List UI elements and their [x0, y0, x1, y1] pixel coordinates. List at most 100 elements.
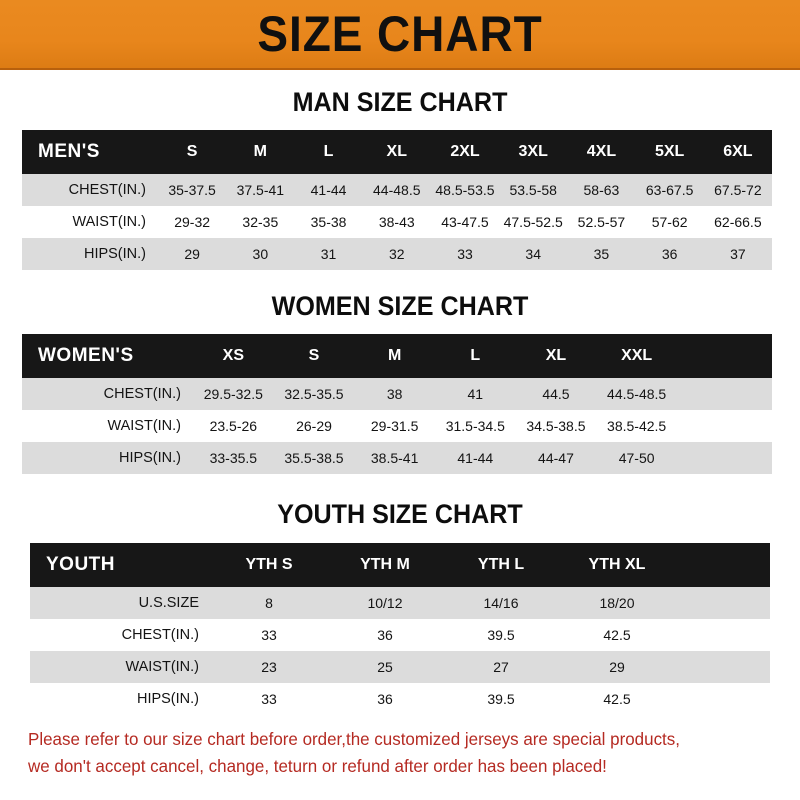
women-col-m: M	[387, 347, 402, 364]
man-chest-5xl: 63-67.5	[645, 182, 694, 198]
youth-filler-cell	[675, 683, 770, 715]
youth-col-m: YTH M	[360, 556, 410, 573]
table-row: WAIST(IN.) 23 25 27 29	[30, 651, 770, 683]
women-hips-s: 35.5-38.5	[284, 450, 344, 466]
man-waist-xl: 38-43	[378, 214, 415, 230]
man-waist-s: 29-32	[174, 214, 211, 230]
man-waist-label: WAIST(IN.)	[72, 214, 146, 230]
women-waist-label: WAIST(IN.)	[107, 418, 181, 434]
women-waist-m: 29-31.5	[370, 418, 419, 434]
youth-hips-l: 39.5	[487, 691, 515, 707]
women-waist-l: 31.5-34.5	[445, 418, 505, 434]
youth-section-title: YOUTH SIZE CHART	[277, 499, 523, 529]
women-table-header: WOMEN'S XS S M L XL XXL	[22, 334, 772, 378]
man-col-s: S	[186, 143, 198, 160]
women-waist-s: 26-29	[296, 418, 332, 434]
man-section-title: MAN SIZE CHART	[292, 87, 508, 117]
women-header-row: WOMEN'S XS S M L XL XXL	[22, 334, 772, 378]
man-size-table: MEN'S S M L XL 2XL 3XL 4XL 5XL 6XL CHEST…	[22, 130, 772, 270]
table-row: WAIST(IN.) 23.5-26 26-29 29-31.5 31.5-34…	[22, 410, 772, 442]
women-chest-s: 32.5-35.5	[284, 386, 344, 402]
women-chest-xs: 29.5-32.5	[203, 386, 263, 402]
women-filler-cell	[677, 334, 772, 378]
youth-chest-m: 36	[377, 627, 393, 643]
man-chest-2xl: 48.5-53.5	[435, 182, 495, 198]
man-chest-4xl: 58-63	[583, 182, 620, 198]
youth-chest-xl: 42.5	[603, 627, 631, 643]
table-row: CHEST(IN.) 29.5-32.5 32.5-35.5 38 41 44.…	[22, 378, 772, 410]
youth-hips-s: 33	[261, 691, 277, 707]
women-chest-label: CHEST(IN.)	[103, 386, 181, 402]
man-chest-m: 37.5-41	[236, 182, 285, 198]
man-col-2xl: 2XL	[450, 143, 480, 160]
table-row: HIPS(IN.) 33 36 39.5 42.5	[30, 683, 770, 715]
youth-col-l: YTH L	[477, 556, 525, 573]
youth-ussize-label: U.S.SIZE	[138, 595, 199, 611]
man-hips-xl: 32	[388, 246, 405, 262]
man-col-xl: XL	[386, 143, 407, 160]
women-col-xl: XL	[545, 347, 567, 364]
man-col-3xl: 3XL	[518, 143, 548, 160]
man-waist-6xl: 62-66.5	[714, 214, 762, 230]
women-col-s: S	[308, 347, 320, 364]
youth-filler-cell	[675, 587, 770, 619]
man-waist-3xl: 47.5-52.5	[503, 214, 563, 230]
women-size-table: WOMEN'S XS S M L XL XXL CHEST(IN.) 29.5-…	[22, 334, 772, 474]
youth-hips-label: HIPS(IN.)	[136, 691, 199, 707]
women-table-body: CHEST(IN.) 29.5-32.5 32.5-35.5 38 41 44.…	[22, 378, 772, 474]
man-hips-5xl: 36	[661, 246, 678, 262]
women-hips-xl: 44-47	[538, 450, 574, 466]
table-row: CHEST(IN.) 33 36 39.5 42.5	[30, 619, 770, 651]
man-chest-xl: 44-48.5	[373, 182, 421, 198]
man-waist-4xl: 52.5-57	[577, 214, 626, 230]
page-banner: SIZE CHART	[0, 0, 800, 70]
youth-ussize-l: 14/16	[483, 595, 519, 611]
youth-chest-l: 39.5	[487, 627, 515, 643]
women-chest-xxl: 44.5-48.5	[607, 386, 667, 402]
women-row-header-label: WOMEN'S	[38, 345, 134, 366]
table-row: HIPS(IN.) 29 30 31 32 33 34 35 36 37	[22, 238, 772, 270]
women-waist-xl: 34.5-38.5	[526, 418, 586, 434]
order-policy-line-2: we don't accept cancel, change, teturn o…	[28, 756, 607, 777]
table-row: WAIST(IN.) 29-32 32-35 35-38 38-43 43-47…	[22, 206, 772, 238]
page-title: SIZE CHART	[257, 6, 543, 62]
man-col-m: M	[253, 143, 267, 160]
women-filler-cell	[677, 410, 772, 442]
table-row: CHEST(IN.) 35-37.5 37.5-41 41-44 44-48.5…	[22, 174, 772, 206]
youth-size-table: YOUTH YTH S YTH M YTH L YTH XL U.S.SIZE …	[30, 543, 770, 715]
youth-row-header-label: YOUTH	[46, 554, 115, 575]
man-chest-l: 41-44	[310, 182, 347, 198]
man-chest-3xl: 53.5-58	[509, 182, 557, 198]
women-filler-cell	[677, 442, 772, 474]
women-hips-xs: 33-35.5	[209, 450, 258, 466]
women-hips-l: 41-44	[457, 450, 494, 466]
women-filler-cell	[677, 378, 772, 410]
women-col-xxl: XXL	[621, 347, 653, 364]
youth-hips-m: 36	[377, 691, 393, 707]
man-waist-l: 35-38	[310, 214, 347, 230]
women-col-xs: XS	[222, 347, 244, 364]
youth-chest-s: 33	[261, 627, 277, 643]
youth-col-xl: YTH XL	[588, 556, 646, 573]
man-hips-2xl: 33	[457, 246, 473, 262]
youth-filler-cell	[675, 651, 770, 683]
youth-ussize-s: 8	[265, 595, 273, 611]
order-policy-note: Please refer to our size chart before or…	[28, 726, 757, 780]
youth-ussize-xl: 18/20	[599, 595, 635, 611]
man-hips-label: HIPS(IN.)	[83, 246, 146, 262]
man-chest-s: 35-37.5	[168, 182, 216, 198]
women-section-title: WOMEN SIZE CHART	[271, 291, 529, 321]
man-hips-6xl: 37	[730, 246, 746, 262]
women-hips-m: 38.5-41	[370, 450, 419, 466]
man-chest-6xl: 67.5-72	[714, 182, 762, 198]
man-waist-m: 32-35	[242, 214, 279, 230]
youth-hips-xl: 42.5	[603, 691, 631, 707]
youth-filler-cell	[675, 619, 770, 651]
youth-waist-label: WAIST(IN.)	[125, 659, 199, 675]
man-hips-3xl: 34	[525, 246, 541, 262]
man-waist-2xl: 43-47.5	[441, 214, 489, 230]
youth-filler-cell	[675, 543, 770, 587]
order-policy-line-1: Please refer to our size chart before or…	[28, 729, 680, 749]
man-hips-l: 31	[320, 246, 337, 262]
